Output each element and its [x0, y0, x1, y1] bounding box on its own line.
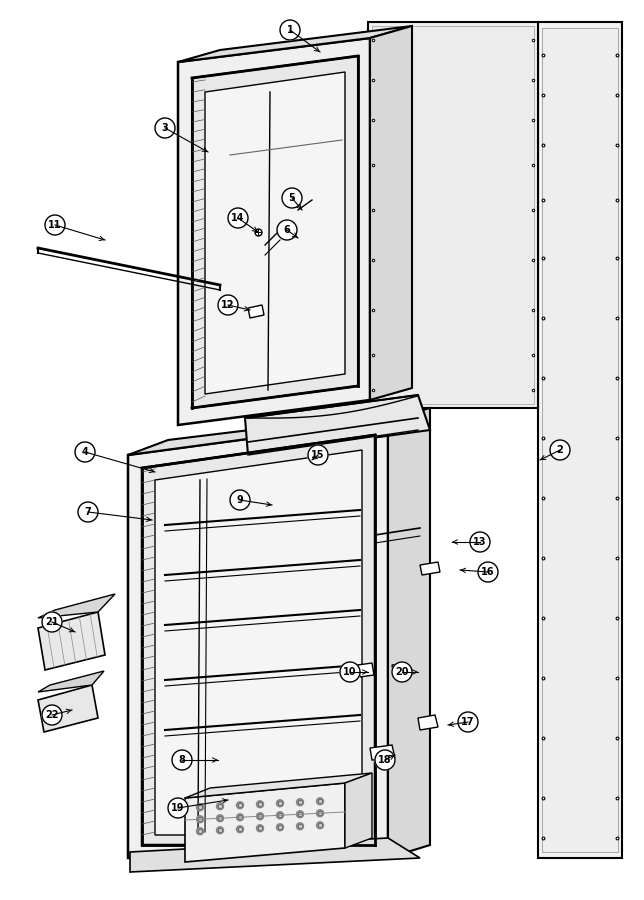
Circle shape [316, 797, 323, 805]
Circle shape [296, 823, 303, 830]
Circle shape [236, 826, 243, 832]
Polygon shape [418, 715, 438, 730]
Text: 8: 8 [178, 755, 185, 765]
Circle shape [277, 220, 297, 240]
Circle shape [478, 562, 498, 582]
Polygon shape [178, 38, 370, 425]
Text: 5: 5 [289, 193, 296, 203]
Circle shape [78, 502, 98, 522]
Text: 18: 18 [378, 755, 392, 765]
Polygon shape [185, 773, 372, 798]
Polygon shape [358, 663, 374, 677]
Polygon shape [185, 783, 345, 862]
Circle shape [196, 804, 204, 811]
Text: 16: 16 [481, 567, 495, 577]
Circle shape [316, 810, 323, 817]
Circle shape [375, 750, 395, 770]
Polygon shape [372, 26, 534, 404]
Circle shape [216, 814, 223, 822]
Polygon shape [420, 562, 440, 575]
Text: 9: 9 [236, 495, 243, 505]
Text: 11: 11 [48, 220, 62, 230]
Circle shape [392, 662, 412, 682]
Text: 22: 22 [45, 710, 59, 720]
Circle shape [256, 824, 263, 832]
Circle shape [458, 712, 478, 732]
Polygon shape [192, 56, 358, 408]
Text: 2: 2 [556, 445, 564, 455]
Text: 10: 10 [343, 667, 357, 677]
Circle shape [168, 798, 188, 818]
Polygon shape [542, 28, 618, 852]
Circle shape [276, 824, 283, 831]
Circle shape [340, 662, 360, 682]
Polygon shape [245, 395, 430, 455]
Circle shape [256, 801, 263, 808]
Text: 7: 7 [84, 507, 91, 517]
Text: 21: 21 [45, 617, 59, 627]
Circle shape [228, 208, 248, 228]
Circle shape [196, 828, 204, 835]
Polygon shape [345, 773, 372, 848]
Circle shape [230, 490, 250, 510]
Polygon shape [370, 745, 395, 760]
Text: 19: 19 [171, 803, 185, 813]
Circle shape [316, 822, 323, 829]
Text: 17: 17 [461, 717, 475, 727]
Circle shape [218, 295, 238, 315]
Circle shape [42, 612, 62, 632]
Circle shape [172, 750, 192, 770]
Polygon shape [538, 22, 622, 858]
Polygon shape [38, 671, 104, 692]
Text: 4: 4 [82, 447, 88, 457]
Circle shape [282, 188, 302, 208]
Polygon shape [155, 450, 362, 835]
Polygon shape [38, 612, 105, 670]
Circle shape [45, 215, 65, 235]
Polygon shape [130, 838, 420, 872]
Text: 13: 13 [473, 537, 487, 547]
Polygon shape [142, 435, 375, 845]
Polygon shape [368, 22, 538, 408]
Circle shape [550, 440, 570, 460]
Circle shape [276, 812, 283, 819]
Circle shape [280, 20, 300, 40]
Circle shape [75, 442, 95, 462]
Circle shape [216, 827, 223, 833]
Circle shape [42, 705, 62, 725]
Circle shape [276, 800, 283, 806]
Circle shape [296, 811, 303, 818]
Circle shape [196, 815, 204, 823]
Text: 14: 14 [231, 213, 245, 223]
Circle shape [236, 814, 243, 821]
Circle shape [308, 445, 328, 465]
Text: 15: 15 [311, 450, 325, 460]
Polygon shape [128, 420, 388, 858]
Circle shape [216, 803, 223, 810]
Text: 12: 12 [222, 300, 235, 310]
Polygon shape [370, 26, 412, 400]
Circle shape [155, 118, 175, 138]
Polygon shape [178, 26, 412, 62]
Polygon shape [205, 72, 345, 394]
Text: 20: 20 [395, 667, 409, 677]
Polygon shape [248, 305, 264, 318]
Polygon shape [392, 663, 408, 677]
Circle shape [296, 799, 303, 806]
Text: 6: 6 [283, 225, 290, 235]
Polygon shape [38, 594, 115, 618]
Polygon shape [38, 685, 98, 732]
Circle shape [236, 802, 243, 809]
Text: 3: 3 [162, 123, 168, 133]
Circle shape [256, 813, 263, 820]
Text: 1: 1 [287, 25, 294, 35]
Polygon shape [388, 408, 430, 858]
Circle shape [470, 532, 490, 552]
Polygon shape [128, 408, 430, 455]
